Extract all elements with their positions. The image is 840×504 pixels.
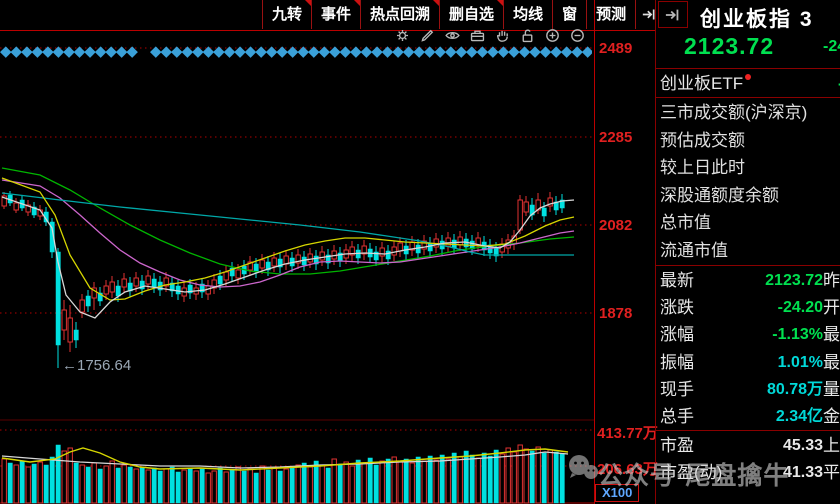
pe-value: 45.33 [782, 437, 823, 454]
chart-tool-icons [394, 27, 586, 45]
low-price-annotation: ←1756.64 [62, 357, 132, 374]
gridlines [0, 47, 594, 504]
menu-item-2[interactable]: 事件 [311, 0, 361, 29]
pe-label: 市盈(动) [660, 463, 723, 482]
quote-value: -1.13% [772, 326, 823, 344]
quote-value: 2123.72 [765, 272, 823, 289]
quote-next-col: 金 [823, 406, 840, 426]
quote-value: 80.78万 [766, 380, 823, 398]
quote-value: -24.20 [777, 299, 823, 317]
etf-label: 创业板ETF [660, 74, 744, 93]
volume-axis-label: 413.77万 [597, 425, 658, 442]
price-axis-label: 2082 [599, 217, 633, 234]
quote-label: 最新 [660, 271, 694, 290]
price-axis-label: 2285 [599, 129, 633, 146]
quote-label: 涨跌 [660, 298, 694, 318]
quote-next-col: 量 [823, 379, 840, 399]
quote-row-2: 涨跌 -24.20 开 [660, 294, 840, 321]
pen-icon[interactable] [419, 27, 436, 44]
ma-line-cyan [1, 192, 574, 256]
wechat-icon [566, 453, 600, 488]
pe-label: 市盈 [660, 436, 694, 455]
quote-rows: 最新 2123.72 昨涨跌 -24.20 开涨幅 -1.13% 最振幅 1.01% 最现手 80… [660, 267, 840, 430]
pe-row-1: 市盈 45.33 上 [660, 432, 840, 459]
menu-item-5[interactable]: 均线 [503, 0, 552, 29]
red-dot-icon [745, 74, 752, 80]
menu-item-6[interactable]: 窗 [552, 0, 586, 29]
price-axis-line [594, 0, 595, 504]
panel-collapse-button[interactable] [658, 1, 688, 28]
menu-item-3[interactable]: 热点回溯 [360, 0, 440, 29]
panel-divider [656, 430, 840, 431]
arrow-to-bar-icon [665, 9, 679, 20]
watermark-text: 公众号·尾盘擒牛 [598, 462, 790, 490]
eye-icon[interactable] [444, 27, 461, 44]
quote-row-6: 总手 2.34亿金 [660, 403, 840, 430]
pe-row-2: 市盈(动) 41.33 平 [660, 459, 840, 486]
quote-next-col: 开 [823, 298, 840, 318]
quote-label: 现手 [660, 379, 694, 399]
pe-next-col: 上 [823, 436, 840, 455]
ma-lines [1, 167, 575, 319]
quote-label: 振幅 [660, 352, 694, 372]
hand-icon[interactable] [494, 27, 511, 44]
info-rows: 三市成交额(沪深京) 预估成交额较上日此时深股通额度余额 总市值流通市值 [660, 99, 840, 264]
index-price-change: -24.20 [823, 38, 840, 55]
pe-rows: 市盈 45.33 上市盈(动) 41.33 平 [660, 432, 840, 486]
toolbox-icon[interactable] [469, 27, 486, 44]
ma-line-yellow [1, 177, 575, 301]
price-axis-label: 1878 [599, 305, 633, 322]
panel-divider [656, 265, 840, 266]
index-last-price: 2123.72 [684, 33, 775, 59]
quote-label: 总手 [660, 406, 694, 426]
info-row-3[interactable]: 较上日此时 [660, 158, 745, 177]
pe-value: 41.33 [782, 464, 823, 481]
info-row-2[interactable]: 预估成交额 [660, 130, 745, 150]
info-row-1[interactable]: 三市成交额(沪深京) [660, 103, 808, 122]
quote-row-1: 最新 2123.72 昨 [660, 267, 840, 294]
signal-diamond-row: ◆◆◆◆◆◆◆◆◆◆◆◆◆ ◆◆◆◆◆◆◆◆◆◆◆◆◆◆◆◆◆◆◆◆◆◆◆◆◆◆◆… [0, 44, 592, 60]
volume-bars [1, 444, 565, 504]
volume-axis-label: 206.63万 [597, 461, 658, 478]
ma-line-green [1, 167, 575, 275]
menu-item-4[interactable]: 删自选 [439, 0, 504, 29]
index-title: 创业板指 3 [700, 8, 814, 31]
unlock-icon[interactable] [519, 27, 536, 44]
menu-item-1[interactable]: 九转 [262, 0, 312, 29]
panel-divider [656, 68, 840, 69]
panel-divider [656, 97, 840, 98]
volume-scale-label: X100 [595, 484, 640, 502]
quote-row-5: 现手 80.78万量 [660, 376, 840, 403]
zoom-out-icon[interactable] [569, 27, 586, 44]
candlestick-chart[interactable] [0, 30, 594, 504]
info-row-5[interactable]: 总市值 [660, 213, 711, 232]
toolbar-divider [0, 30, 655, 31]
info-row-4[interactable]: 深股通额度余额 [660, 185, 779, 205]
price-axis-label: 2489 [599, 40, 633, 57]
quote-row-3: 涨幅 -1.13% 最 [660, 321, 840, 348]
top-toolbar: 九转 事件 热点回溯 删自选 均线窗预测 [262, 0, 662, 29]
quote-next-col: 最 [823, 352, 840, 372]
etf-row[interactable]: 创业板ETF - [660, 71, 840, 96]
zoom-in-icon[interactable] [544, 27, 561, 44]
quote-row-4: 振幅 1.01% 最 [660, 349, 840, 376]
quote-value: 2.34亿 [775, 407, 823, 425]
volume-ma-lines [1, 447, 569, 471]
ma-line-magenta [1, 179, 575, 288]
ma-line-white [1, 196, 575, 319]
etf-value: - [838, 71, 840, 96]
candles-layer [1, 191, 565, 368]
info-row-6[interactable]: 流通市值 [660, 240, 728, 260]
quote-next-col: 昨 [823, 271, 840, 290]
menu-item-7[interactable]: 预测 [586, 0, 635, 29]
quote-panel: 创业板指 3 2123.72 -24.20 创业板ETF - 三市成交额(沪深京… [655, 0, 840, 504]
arrow-to-bar-icon [642, 9, 655, 20]
gear-icon[interactable] [394, 27, 411, 44]
quote-label: 涨幅 [660, 325, 694, 345]
quote-next-col: 最 [823, 325, 840, 345]
quote-value: 1.01% [777, 353, 823, 371]
pe-next-col: 平 [823, 463, 840, 482]
next-toolbar-arrow-button[interactable] [635, 0, 662, 29]
